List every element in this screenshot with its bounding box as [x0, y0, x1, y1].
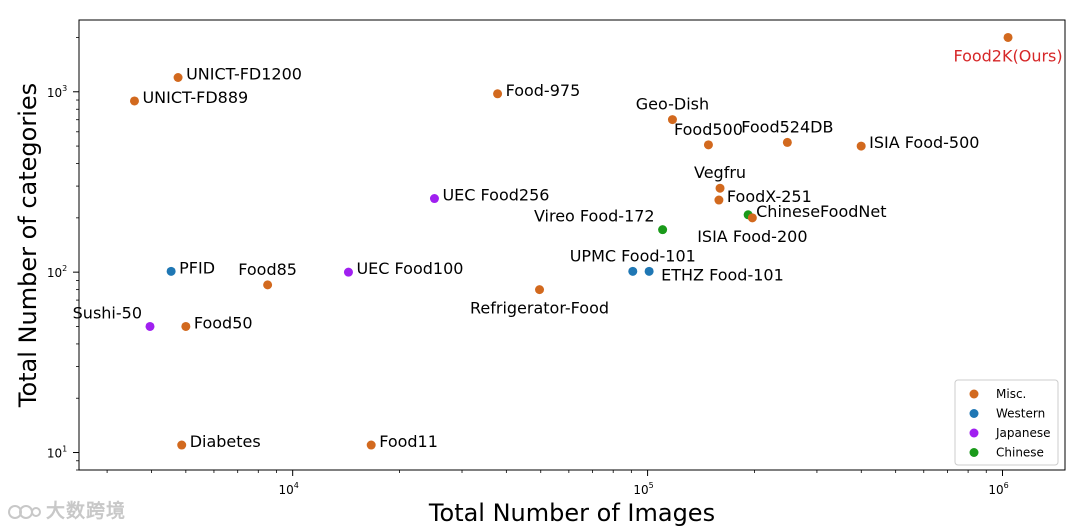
legend: Misc. Western Japanese Chinese	[954, 379, 1059, 466]
label-pfid: PFID	[179, 258, 215, 277]
point-refrigerator-food	[535, 285, 545, 295]
label-food-975: Food-975	[506, 81, 581, 100]
point-uec-food256	[429, 194, 439, 204]
point-uec-food100	[343, 267, 353, 277]
point-vireo-food-172	[658, 225, 668, 235]
label-isia-food-500: ISIA Food-500	[869, 133, 979, 152]
point-ethz-food-101	[644, 266, 654, 276]
label-food11: Food11	[379, 432, 438, 451]
point-sushi-50	[145, 321, 155, 331]
point-food524db	[782, 137, 792, 147]
watermark-text: 大数跨境	[46, 500, 127, 522]
legend-marker-chinese	[969, 448, 979, 457]
label-ethz-food-101: ETHZ Food-101	[661, 265, 784, 284]
label-food500: Food500	[674, 120, 743, 139]
point-diabetes	[177, 440, 187, 450]
label-unict-fd1200: UNICT-FD1200	[186, 64, 302, 83]
y-tick-label: 101	[47, 445, 67, 461]
legend-marker-western	[969, 409, 979, 418]
legend-label-western: Western	[996, 407, 1045, 421]
y-tick-label: 102	[47, 264, 67, 280]
watermark-logo-icon	[8, 504, 41, 519]
label-isia-food-200: ISIA Food-200	[697, 227, 807, 246]
point-food500	[703, 140, 713, 150]
legend-label-chinese: Chinese	[996, 446, 1044, 460]
label-uec-food100: UEC Food100	[356, 259, 463, 278]
point-upmc-food-101	[628, 266, 638, 276]
label-vireo-food-172: Vireo Food-172	[534, 207, 655, 226]
point-labels: Food2K(Ours) UNICT-FD1200 UNICT-FD889 Food-…	[73, 46, 1063, 451]
label-unict-fd889: UNICT-FD889	[142, 88, 248, 107]
point-foodx-251	[714, 195, 724, 205]
y-tick-label: 103	[47, 84, 67, 100]
data-points	[129, 32, 1013, 450]
label-food50: Food50	[194, 313, 253, 332]
legend-label-japanese: Japanese	[995, 426, 1051, 440]
watermark: 大数跨境	[8, 496, 126, 523]
legend-box	[954, 379, 1059, 466]
label-refrigerator-food: Refrigerator-Food	[470, 299, 609, 318]
point-food50	[181, 321, 191, 331]
point-vegfru	[715, 183, 725, 193]
point-isia-food-200	[747, 213, 757, 223]
axis-ticks: 104 105 106 101 102 103	[47, 37, 1009, 497]
plot-area	[78, 19, 1066, 471]
point-unict-fd889	[129, 96, 139, 106]
point-unict-fd1200	[173, 72, 183, 82]
y-axis-label: Total Number of categories	[14, 83, 42, 408]
legend-label-misc: Misc.	[996, 387, 1026, 401]
point-food-975	[493, 89, 503, 99]
label-diabetes: Diabetes	[190, 432, 261, 451]
point-food2k-ours	[1003, 32, 1013, 42]
label-upmc-food-101: UPMC Food-101	[570, 246, 696, 265]
point-food11	[366, 440, 376, 450]
label-vegfru: Vegfru	[694, 163, 746, 182]
x-tick-label: 106	[988, 481, 1008, 497]
point-isia-food-500	[856, 141, 866, 151]
x-tick-label: 105	[633, 481, 653, 497]
point-food85	[263, 280, 273, 290]
legend-marker-misc	[969, 389, 979, 399]
label-chinesefoodnet: ChineseFoodNet	[756, 202, 886, 221]
x-axis-label: Total Number of Images	[428, 499, 715, 527]
legend-marker-japanese	[969, 428, 979, 438]
label-geo-dish: Geo-Dish	[636, 95, 709, 114]
label-uec-food256: UEC Food256	[442, 186, 549, 205]
label-food524db: Food524DB	[741, 117, 833, 136]
x-tick-label: 104	[278, 481, 298, 497]
point-geo-dish	[667, 115, 677, 125]
label-food85: Food85	[238, 260, 297, 279]
label-sushi-50: Sushi-50	[73, 303, 142, 322]
label-foodx-251: FoodX-251	[727, 187, 812, 206]
label-food2k-ours: Food2K(Ours)	[953, 46, 1062, 65]
point-pfid	[166, 266, 176, 276]
